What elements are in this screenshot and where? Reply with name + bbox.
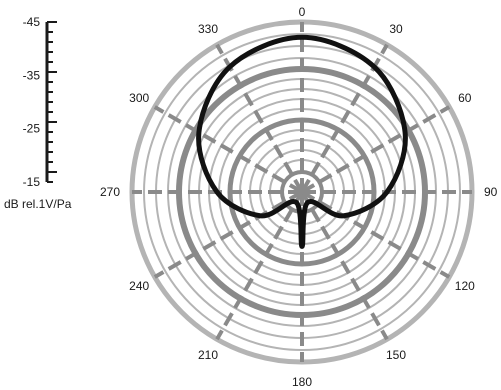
angle-label-180: 180: [292, 375, 312, 389]
angle-label-60: 60: [458, 91, 472, 105]
spoke-330: [215, 43, 304, 194]
scale-label: -45: [23, 15, 41, 29]
scale-label: -15: [23, 175, 41, 189]
trace-series-0: [196, 34, 408, 249]
angle-label-210: 210: [198, 348, 218, 362]
spoke-120: [300, 190, 451, 279]
spoke-240: [153, 190, 304, 279]
level-scale: -45 -35 -25 -15 dB rel.1V/Pa: [4, 15, 72, 211]
angle-label-240: 240: [129, 279, 149, 293]
angle-label-30: 30: [389, 22, 403, 36]
spoke-60: [300, 105, 451, 194]
angle-label-90: 90: [484, 185, 498, 199]
angle-label-150: 150: [386, 348, 406, 362]
spoke-210: [215, 190, 304, 341]
polar-trace: [196, 34, 408, 249]
angle-label-330: 330: [198, 22, 218, 36]
angle-label-300: 300: [129, 91, 149, 105]
scale-label: -35: [23, 68, 41, 82]
spoke-150: [300, 190, 389, 341]
angle-label-270: 270: [100, 185, 120, 199]
spoke-300: [153, 105, 304, 194]
grid-circle-1: [143, 33, 461, 351]
angle-label-0: 0: [299, 5, 306, 19]
scale-label: -25: [23, 122, 41, 136]
angle-label-120: 120: [455, 279, 475, 293]
angle-labels: 0 30 60 90 120 150 180 210 240 270 300 330: [100, 5, 498, 389]
spoke-30: [300, 43, 389, 194]
scale-unit-label: dB rel.1V/Pa: [4, 197, 72, 211]
